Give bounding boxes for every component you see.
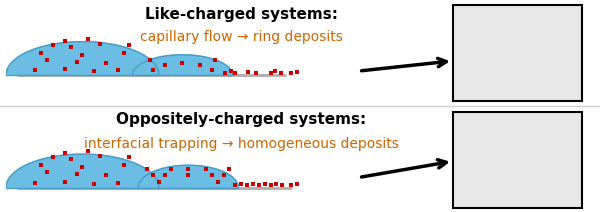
FancyBboxPatch shape — [453, 112, 582, 208]
Text: Like-charged systems:: Like-charged systems: — [145, 7, 338, 22]
Text: Oppositely-charged systems:: Oppositely-charged systems: — [116, 112, 367, 127]
Text: capillary flow → ring deposits: capillary flow → ring deposits — [140, 31, 343, 45]
Polygon shape — [133, 55, 232, 75]
Text: interfacial trapping → homogeneous deposits: interfacial trapping → homogeneous depos… — [84, 137, 398, 151]
Polygon shape — [6, 42, 159, 75]
FancyBboxPatch shape — [453, 5, 582, 101]
Polygon shape — [138, 165, 238, 188]
Polygon shape — [6, 154, 159, 188]
